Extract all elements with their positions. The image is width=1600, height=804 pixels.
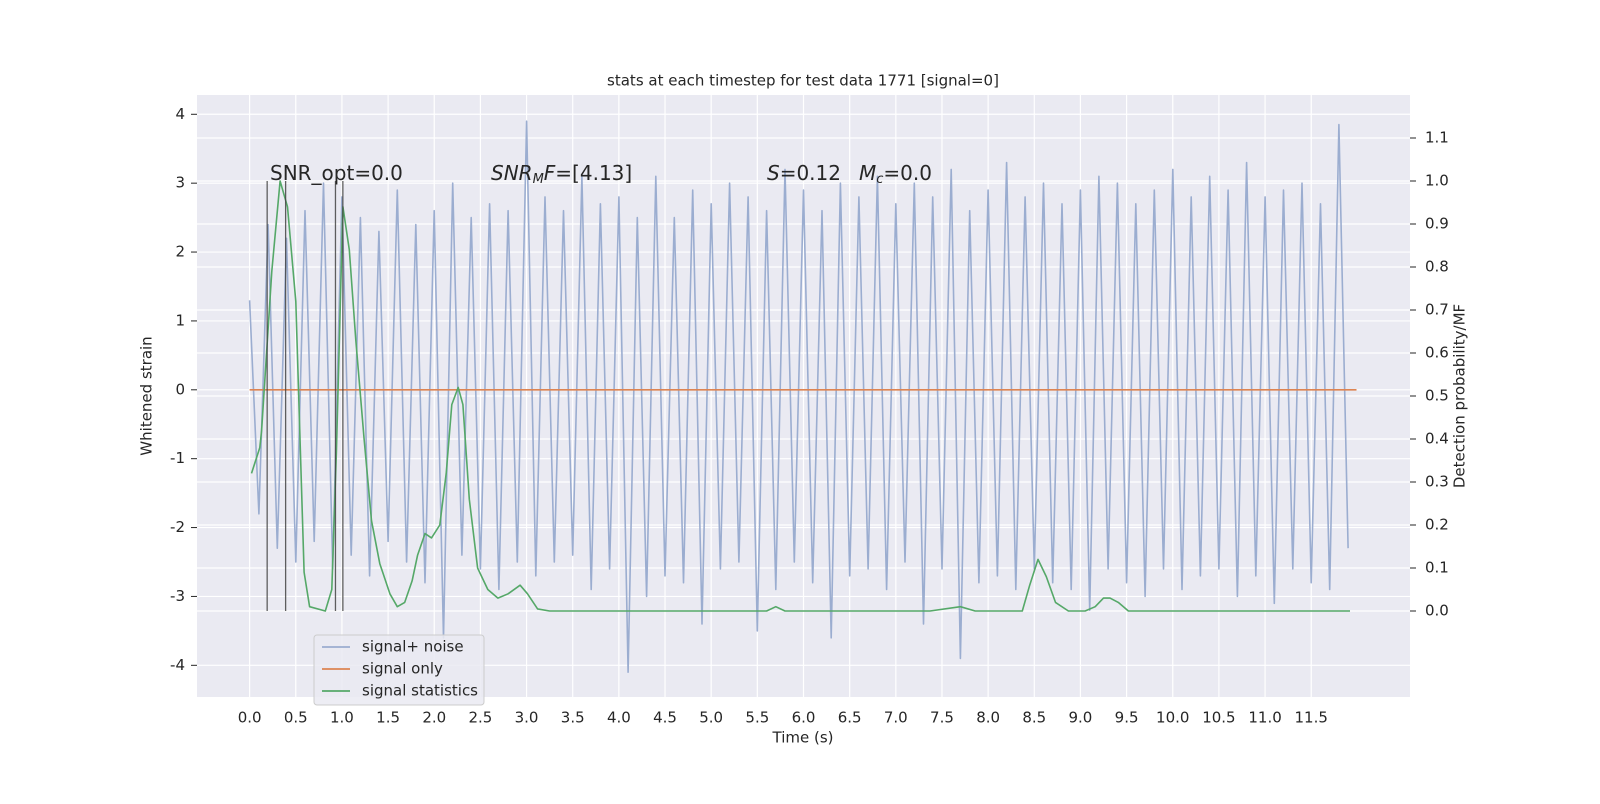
- y2-tick-label: 0.0: [1425, 602, 1449, 620]
- annotation: SNR_opt=0.0: [270, 161, 403, 185]
- y-tick-label: -4: [170, 656, 185, 674]
- y-axis-label: Whitened strain: [138, 336, 156, 455]
- annotation-part: SNR: [491, 161, 533, 185]
- annotation: Mc=0.0: [859, 161, 932, 187]
- x-tick-label: 11.0: [1248, 709, 1281, 727]
- y2-tick-label: 0.1: [1425, 559, 1449, 577]
- y2-tick-label: 0.9: [1425, 215, 1449, 233]
- y-tick-label: -1: [170, 449, 185, 467]
- x-tick-label: 2.5: [468, 709, 492, 727]
- y2-tick-label: 0.4: [1425, 430, 1449, 448]
- annotation-part: SNR_opt=0.0: [270, 161, 403, 185]
- x-tick-label: 9.0: [1069, 709, 1093, 727]
- x-tick-label: 6.5: [838, 709, 862, 727]
- y2-tick-label: 1.0: [1425, 172, 1449, 190]
- legend: signal+ noise signal only signal statistic…: [313, 634, 485, 706]
- x-axis-label: Time (s): [772, 729, 834, 747]
- legend-label: signal statistics: [362, 682, 478, 700]
- x-tick-label: 3.0: [515, 709, 539, 727]
- x-tick-label: 8.0: [976, 709, 1000, 727]
- x-tick-label: 11.5: [1295, 709, 1328, 727]
- x-tick-label: 5.0: [699, 709, 723, 727]
- x-tick-label: 7.5: [930, 709, 954, 727]
- x-tick-label: 3.5: [561, 709, 585, 727]
- y-tick-label: 0: [175, 380, 185, 398]
- chart-title: stats at each timestep for test data 177…: [607, 72, 999, 90]
- y-tick-label: -3: [170, 587, 185, 605]
- x-tick-label: 5.5: [745, 709, 769, 727]
- annotation: SNRMF=[4.13]: [491, 161, 632, 187]
- y-tick-label: -2: [170, 518, 185, 536]
- marks: [248, 120, 1357, 673]
- x-tick-label: 7.0: [884, 709, 908, 727]
- y2-tick-label: 0.3: [1425, 473, 1449, 491]
- x-tick-label: 0.0: [238, 709, 262, 727]
- annotation: S=0.12: [767, 161, 841, 185]
- x-tick-label: 4.0: [607, 709, 631, 727]
- x-tick-label: 0.5: [284, 709, 308, 727]
- x-tick-label: 10.5: [1202, 709, 1235, 727]
- annotation-part: c: [876, 172, 883, 187]
- legend-label: signal only: [362, 660, 443, 678]
- y2-axis-label: Detection probability/MF: [1451, 304, 1469, 488]
- legend-label: signal+ noise: [362, 638, 464, 656]
- annotation-part: M: [859, 161, 876, 185]
- y2-tick-label: 0.6: [1425, 344, 1449, 362]
- y2-tick-label: 0.5: [1425, 387, 1449, 405]
- x-tick-label: 10.0: [1156, 709, 1189, 727]
- x-tick-label: 9.5: [1115, 709, 1139, 727]
- y2-tick-label: 1.1: [1425, 129, 1449, 147]
- legend-box: [313, 634, 485, 706]
- annotation-part: =[4.13]: [555, 161, 632, 185]
- x-tick-label: 1.5: [376, 709, 400, 727]
- annotation-part: =0.12: [780, 161, 841, 185]
- y2-tick-label: 0.2: [1425, 516, 1449, 534]
- x-tick-label: 4.5: [653, 709, 677, 727]
- series-line: [248, 120, 1349, 673]
- x-tick-label: 2.0: [422, 709, 446, 727]
- y-tick-label: 1: [175, 311, 185, 329]
- x-tick-label: 1.0: [330, 709, 354, 727]
- x-tick-label: 8.5: [1022, 709, 1046, 727]
- annotation-part: M: [533, 172, 544, 187]
- y-tick-label: 2: [175, 243, 185, 261]
- annotation-part: =0.0: [883, 161, 932, 185]
- y2-tick-label: 0.8: [1425, 258, 1449, 276]
- annotation-part: S: [767, 161, 780, 185]
- y-tick-label: 4: [175, 105, 185, 123]
- y2-tick-label: 0.7: [1425, 301, 1449, 319]
- y-tick-label: 3: [175, 174, 185, 192]
- x-tick-label: 6.0: [792, 709, 816, 727]
- annotation-part: F: [544, 161, 556, 185]
